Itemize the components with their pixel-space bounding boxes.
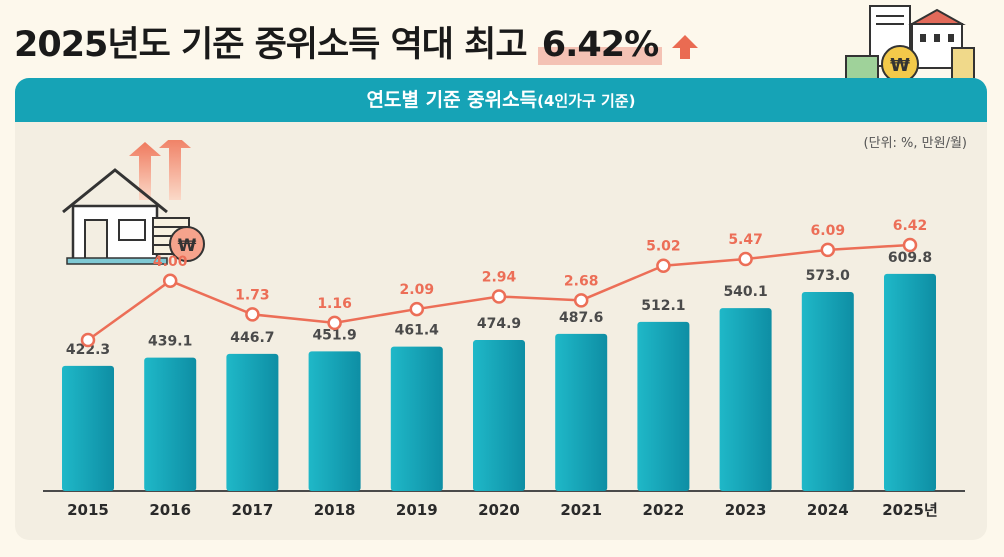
panel-header: 연도별 기준 중위소득(4인가구 기준) (15, 78, 987, 122)
bar-2021 (555, 333, 608, 491)
bar-2024 (801, 291, 854, 491)
headline: 2025년도 기준 중위소득 역대 최고 6.42% (14, 16, 699, 67)
bar-2019 (390, 346, 443, 491)
coin-symbol: ₩ (890, 55, 910, 76)
bar-2023 (719, 308, 772, 491)
x-tick-2021: 2021 (560, 501, 602, 519)
house-money-icon: ₩ (62, 140, 205, 265)
bar-label-2020: 474.9 (477, 316, 521, 332)
rate-labels: 4.00 1.73 1.16 2.09 2.94 2.68 5.02 5.47 6.09 6.42 (153, 218, 927, 312)
x-tick-2023: 2023 (725, 501, 767, 519)
rate-label-2025년: 6.42 (893, 218, 928, 234)
rate-label-2024: 6.09 (811, 223, 846, 239)
unit-label: (단위: %, 만원/월) (863, 136, 967, 151)
bar-label-2018: 451.9 (312, 327, 356, 343)
bar-2017 (226, 353, 279, 491)
x-tick-2017: 2017 (232, 501, 274, 519)
rate-point-2015 (80, 332, 96, 348)
bars (62, 273, 936, 491)
x-tick-2024: 2024 (807, 501, 849, 519)
bar-label-2017: 446.7 (230, 330, 274, 346)
rate-point-2018 (327, 315, 342, 331)
bar-value-labels: 422.3 439.1 446.7 451.9 461.4 474.9 487.6 512.1… (66, 250, 932, 358)
bar-label-2022: 512.1 (641, 298, 685, 314)
bar-2015 (62, 365, 114, 491)
rate-point-2022 (656, 258, 671, 273)
x-tick-2015: 2015 (67, 501, 109, 519)
rate-points (80, 237, 918, 348)
rate-label-2021: 2.68 (564, 273, 599, 289)
bar-label-2021: 487.6 (559, 310, 603, 326)
bar-label-2025년: 609.8 (888, 250, 932, 266)
x-tick-2018: 2018 (314, 501, 356, 519)
x-tick-2022: 2022 (643, 501, 685, 519)
bar-2022 (637, 321, 690, 491)
rate-point-2021 (573, 293, 589, 308)
x-tick-labels: 2015 2016 2017 2018 2019 2020 2021 2022 2023 2024… (67, 501, 938, 519)
rate-point-2024 (820, 242, 836, 258)
rate-label-2018: 1.16 (317, 296, 352, 312)
bar-label-2023: 540.1 (723, 284, 767, 300)
bar-2018 (308, 351, 361, 491)
panel-subtitle: (4인가구 기준) (537, 92, 636, 110)
chart-panel: 연도별 기준 중위소득(4인가구 기준) (단위: %, 만원/월) ₩ (15, 78, 987, 540)
up-arrow-icon (672, 35, 699, 59)
x-tick-2016: 2016 (149, 501, 191, 519)
badge-symbol: ₩ (178, 236, 197, 256)
rate-label-2023: 5.47 (728, 232, 763, 248)
rate-point-2023 (738, 251, 753, 267)
rate-label-2017: 1.73 (235, 287, 270, 303)
bar-2016 (144, 357, 197, 491)
chart: 422.3 439.1 446.7 451.9 461.4 474.9 487.6 512.1… (43, 218, 965, 519)
bar-2020 (473, 340, 525, 491)
bar-2025년 (884, 273, 936, 491)
bar-label-2016: 439.1 (148, 334, 192, 350)
rate-point-2025년 (902, 237, 918, 253)
headline-highlight: 6.42% (537, 25, 663, 65)
bar-label-2024: 573.0 (806, 268, 851, 284)
rate-point-2016 (162, 273, 178, 289)
bar-label-2019: 461.4 (395, 323, 440, 339)
rate-label-2022: 5.02 (646, 239, 681, 255)
rate-point-2019 (409, 301, 425, 317)
panel-title: 연도별 기준 중위소득 (366, 89, 538, 111)
x-tick-2020: 2020 (478, 501, 520, 519)
headline-prefix: 2025년도 기준 중위소득 역대 최고 (14, 25, 538, 65)
rate-label-2020: 2.94 (482, 269, 517, 285)
rate-label-2019: 2.09 (400, 282, 435, 298)
x-tick-2019: 2019 (396, 501, 438, 519)
rate-point-2020 (491, 289, 507, 304)
rate-point-2017 (245, 307, 260, 322)
bar-label-2015: 422.3 (66, 342, 110, 358)
x-tick-2025년: 2025년 (882, 501, 938, 519)
rate-label-2016: 4.00 (153, 254, 188, 270)
